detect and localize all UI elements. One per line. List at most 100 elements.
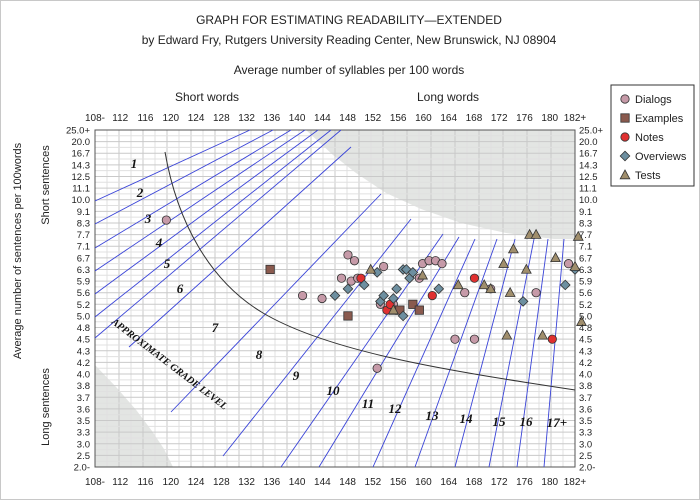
x-tick-label: 112: [112, 113, 128, 124]
x-tick-labels-bottom: 108- 112 116 120 124 128 132 136 140 144 148 152 156…: [85, 477, 586, 488]
overviews-point: [388, 293, 399, 304]
tests-point: [530, 228, 542, 239]
legend-swatch-overviews: [619, 150, 631, 162]
short-words-note: Short words: [175, 90, 239, 104]
legend-label-overviews: Overviews: [635, 151, 687, 163]
x-tick-label: 148: [339, 477, 356, 488]
y-tick-label: 4.5: [77, 335, 90, 346]
chart-subtitle: by Edward Fry, Rutgers University Readin…: [142, 33, 557, 47]
dialogs-point: [531, 288, 541, 298]
y-tick-label: 6.7: [77, 253, 90, 264]
tests-point: [537, 329, 549, 340]
dialogs-point: [563, 259, 574, 269]
legend-label-dialogs: Dialogs: [635, 94, 672, 106]
x-tick-label: 136: [263, 477, 280, 488]
y-tick-labels-left: 25.0+20.016.714.312.511.110.09.18.37.77.…: [66, 126, 90, 474]
grade-boundary-line: [94, 129, 319, 295]
legend-label-notes: Notes: [635, 132, 664, 144]
tests-point: [498, 257, 510, 268]
y-tick-label: 10.0: [579, 195, 598, 206]
tests-point: [417, 269, 429, 280]
x-tick-label: 108-: [85, 113, 105, 124]
dialogs-point: [450, 334, 460, 344]
dialogs-point: [469, 334, 480, 344]
grade-boundary-line: [94, 129, 274, 225]
examples-point: [408, 299, 418, 309]
dialogs-point: [437, 259, 447, 269]
overviews-point: [407, 266, 419, 278]
dialogs-point: [336, 273, 347, 283]
notes-point: [547, 334, 557, 344]
x-tick-label: 152: [365, 113, 382, 124]
y-tick-label: 4.8: [77, 323, 90, 334]
y-tick-label: 5.9: [77, 277, 90, 288]
notes-point: [469, 273, 480, 283]
x-tick-label: 172: [491, 477, 508, 488]
y-tick-label: 2.5: [579, 451, 592, 462]
y-tick-label: 25.0+: [66, 126, 90, 137]
y-tick-label: 2.0-: [579, 463, 595, 474]
dialogs-point: [343, 250, 353, 260]
x-tick-label: 132: [238, 113, 255, 124]
y-tick-label: 3.8: [579, 381, 592, 392]
grade-boundary-line: [454, 238, 516, 468]
y-tick-label: 3.5: [77, 416, 90, 427]
notes-point: [427, 290, 437, 301]
y-tick-label: 3.7: [77, 393, 90, 404]
tests-point: [478, 279, 490, 290]
y-tick-label: 4.8: [579, 323, 592, 334]
tests-point: [550, 251, 562, 263]
y-tick-label: 7.1: [77, 242, 90, 253]
overviews-point: [433, 283, 445, 295]
y-tick-label: 11.1: [579, 184, 597, 195]
approximate-grade-curve: [164, 151, 576, 391]
y-tick-label: 5.2: [77, 300, 90, 311]
y-tick-label: 3.3: [579, 428, 592, 439]
dialogs-point: [297, 290, 308, 301]
x-tick-label: 160: [415, 113, 432, 124]
x-tick-label: 176: [516, 113, 533, 124]
dialogs-point: [317, 293, 327, 304]
grade-boundary-line: [414, 238, 498, 468]
y-tick-label: 5.2: [579, 300, 592, 311]
y-tick-label: 20.0: [72, 137, 91, 148]
x-tick-label: 182+: [564, 477, 587, 488]
legend-swatch-notes: [620, 132, 630, 142]
legend-swatch-dialogs: [620, 94, 630, 104]
overviews-point: [517, 296, 529, 307]
grade-label: 10: [327, 383, 341, 398]
x-axis-title: Average number of syllables per 100 word…: [234, 63, 465, 77]
plot-border: [94, 129, 576, 468]
x-tick-label: 180: [541, 477, 558, 488]
y-tick-label: 4.5: [579, 335, 592, 346]
x-tick-label: 128: [213, 113, 230, 124]
legend: Dialogs Examples Notes Overviews Tests: [610, 84, 695, 187]
y-tick-label: 11.1: [72, 184, 90, 195]
overviews-point: [342, 283, 354, 295]
x-tick-label: 168: [466, 113, 483, 124]
tests-point: [501, 329, 513, 340]
y-tick-labels-right: 25.0+20.016.714.312.511.110.09.18.37.77.…: [579, 126, 603, 474]
grade-label: 7: [212, 320, 219, 335]
dialogs-point: [372, 363, 382, 373]
tests-point: [504, 286, 516, 297]
grade-boundary-line: [488, 238, 535, 468]
tests-point: [569, 260, 581, 271]
grade-label: 13: [426, 408, 440, 423]
grade-label: 14: [460, 411, 474, 426]
tests-point: [452, 279, 464, 290]
x-tick-label: 116: [138, 477, 154, 488]
y-tick-label: 16.7: [72, 149, 91, 160]
overviews-point: [397, 310, 409, 322]
y-tick-label: 4.3: [579, 346, 592, 357]
overviews-point: [358, 279, 370, 291]
x-tick-labels-top: 108- 112 116 120 124 128 132 136 140 144 148 152 156…: [85, 113, 586, 124]
x-tick-label: 156: [390, 477, 407, 488]
grade-label: 4: [155, 235, 163, 250]
y-tick-label: 14.3: [579, 160, 598, 171]
grade-label: 1: [131, 156, 138, 171]
long-sentences-note: Long sentences: [40, 368, 52, 446]
dialogs-point: [349, 256, 360, 266]
